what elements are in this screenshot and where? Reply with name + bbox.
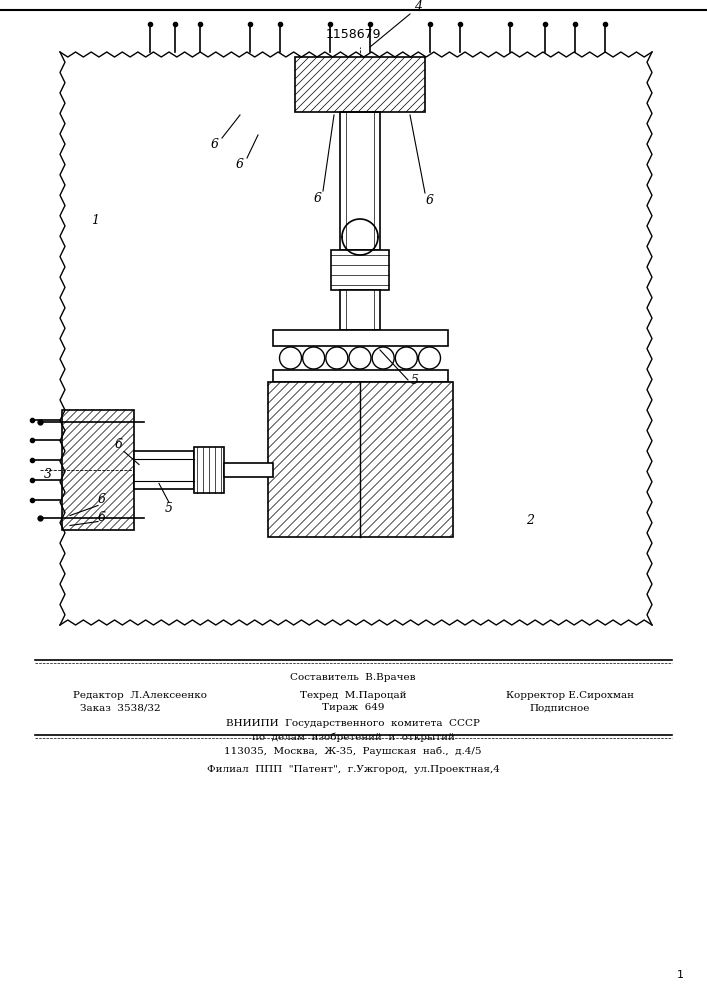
Circle shape [303, 347, 325, 369]
Bar [295, 57, 425, 112]
Text: 2: 2 [526, 514, 534, 526]
Polygon shape [342, 219, 378, 237]
Text: 6: 6 [115, 438, 123, 451]
Bar [62, 410, 134, 530]
Bar [272, 330, 448, 346]
Bar [340, 290, 380, 330]
Bar [134, 450, 194, 488]
Text: 3: 3 [44, 468, 52, 481]
Text: по  делам  изобретений  и  открытий: по делам изобретений и открытий [252, 732, 455, 742]
Text: Редактор  Л.Алексеенко: Редактор Л.Алексеенко [73, 690, 207, 700]
Text: 6: 6 [314, 192, 322, 205]
Text: 5: 5 [165, 502, 173, 515]
Text: Составитель  В.Врачев: Составитель В.Врачев [291, 674, 416, 682]
Bar [224, 462, 272, 477]
Text: 6: 6 [211, 138, 219, 151]
Text: Тираж  649: Тираж 649 [322, 704, 384, 712]
Bar [295, 57, 425, 112]
Text: 6: 6 [98, 511, 106, 524]
Text: 6: 6 [236, 158, 244, 172]
Text: 1: 1 [91, 214, 99, 227]
Circle shape [279, 347, 301, 369]
Text: 6: 6 [98, 493, 106, 506]
Text: Техред  М.Пароцай: Техред М.Пароцай [300, 690, 407, 700]
Text: Подписное: Подписное [530, 704, 590, 712]
Circle shape [326, 347, 348, 369]
Circle shape [419, 347, 440, 369]
Bar [62, 410, 134, 530]
Text: 113035,  Москва,  Ж-35,  Раушская  наб.,  д.4/5: 113035, Москва, Ж-35, Раушская наб., д.4… [224, 746, 481, 756]
Text: 1158679: 1158679 [325, 28, 381, 41]
Bar [267, 382, 452, 537]
Circle shape [349, 347, 371, 369]
Bar [340, 112, 380, 250]
Bar [267, 382, 452, 537]
Text: 5: 5 [411, 373, 419, 386]
Text: Заказ  3538/32: Заказ 3538/32 [80, 704, 160, 712]
Circle shape [372, 347, 395, 369]
Bar [272, 370, 448, 382]
Bar [331, 250, 389, 290]
Text: Корректор Е.Сирохман: Корректор Е.Сирохман [506, 690, 634, 700]
Circle shape [395, 347, 417, 369]
Text: 1: 1 [677, 970, 684, 980]
Text: ВНИИПИ  Государственного  комитета  СССР: ВНИИПИ Государственного комитета СССР [226, 718, 480, 728]
Text: 4: 4 [414, 0, 422, 13]
Text: Филиал  ППП  "Патент",  г.Ужгород,  ул.Проектная,4: Филиал ППП "Патент", г.Ужгород, ул.Проек… [206, 766, 499, 774]
Bar [194, 446, 224, 492]
Text: 6: 6 [426, 194, 434, 207]
